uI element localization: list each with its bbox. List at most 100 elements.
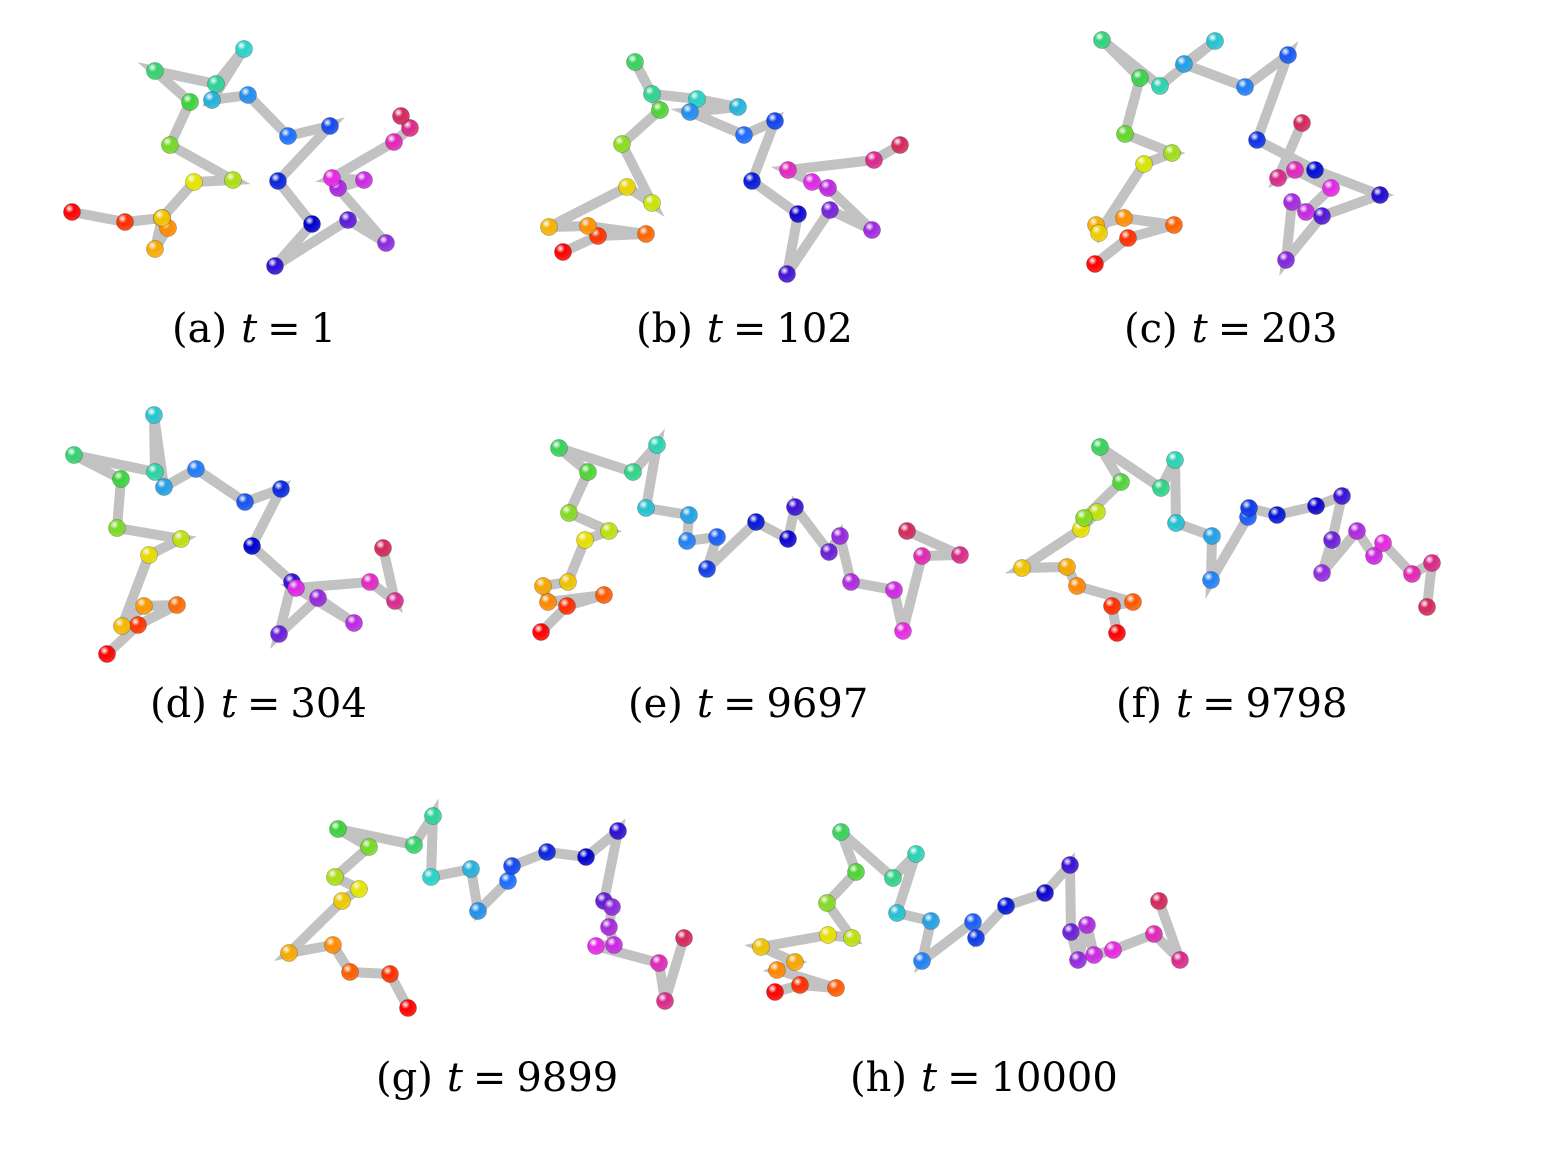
chain-bead [1403, 565, 1421, 583]
panel-a: (a) t = 1 [0, 0, 520, 370]
chain-bead [203, 91, 221, 109]
caption-equals: = [1202, 681, 1236, 727]
chain-bead [643, 85, 661, 103]
caption-equals: = [246, 681, 281, 727]
chain-bead [766, 983, 784, 1001]
chain-bead [1307, 497, 1325, 515]
caption-value: 9798 [1245, 681, 1348, 727]
chain-bead [399, 999, 417, 1017]
caption-variable: t [696, 681, 713, 727]
chain-bead [613, 135, 631, 153]
chain-bead [1103, 597, 1121, 615]
caption-variable: t [706, 306, 723, 352]
panel-d: (d) t = 304 [0, 0, 520, 740]
chain-bead [579, 217, 597, 235]
chain-bead [656, 992, 674, 1010]
chain-bead [832, 823, 850, 841]
chain-bead [1283, 193, 1301, 211]
chain-bead [161, 136, 179, 154]
caption-variable: t [220, 681, 237, 727]
chain-bead [235, 40, 253, 58]
chain-bead [1152, 479, 1170, 497]
chain-bead [1078, 916, 1096, 934]
caption-variable: t [446, 1055, 463, 1101]
chain-bead [863, 221, 881, 239]
chain-bead [503, 857, 521, 875]
chain-bead [729, 98, 747, 116]
chain-bead [1268, 506, 1286, 524]
chain-bead [1090, 224, 1108, 242]
chain-bead [888, 904, 906, 922]
chain-bead [538, 843, 556, 861]
chain-bead [997, 897, 1015, 915]
caption-value: 10000 [990, 1055, 1118, 1101]
chain-bead [324, 936, 342, 954]
chain-bead [1119, 229, 1137, 247]
panel-b: (b) t = 102 [0, 0, 1000, 370]
chain-bead [791, 976, 809, 994]
chain-bead [1269, 169, 1287, 187]
chain-bead [681, 103, 699, 121]
chain-bead [898, 522, 916, 540]
chain-bead [1058, 558, 1076, 576]
chain-bead [1091, 438, 1109, 456]
caption-value: 102 [776, 306, 853, 352]
chain-bead [1348, 522, 1366, 540]
chain-bead [309, 589, 327, 607]
chain-bead [609, 822, 627, 840]
chain-bead [884, 869, 902, 887]
chain-bead [469, 902, 487, 920]
chain-bead [269, 172, 287, 190]
chain-bead [113, 617, 131, 635]
chain-bead [831, 527, 849, 545]
chain-bead [539, 593, 557, 611]
chain-bead [637, 225, 655, 243]
chain-bead [913, 952, 931, 970]
chain-bead [821, 201, 839, 219]
chain-bead [1036, 884, 1054, 902]
chain-bead [385, 133, 403, 151]
chain-bead [894, 622, 912, 640]
chain-bead [847, 863, 865, 881]
chain-bead [1248, 131, 1266, 149]
chain-bead [279, 127, 297, 145]
chain-bead [287, 579, 305, 597]
caption-equals: = [267, 306, 301, 352]
chain-bead [422, 868, 440, 886]
panel-e: (e) t = 9697 [0, 0, 1000, 740]
chain-bead [865, 151, 883, 169]
chain-bead [140, 546, 158, 564]
chain-bead [842, 573, 860, 591]
caption-b: (b) t = 102 [636, 306, 853, 352]
chain-bead [424, 807, 442, 825]
chain-bead [116, 213, 134, 231]
chain-bead [559, 573, 577, 591]
chain-bead [270, 625, 288, 643]
chain-bead [1167, 514, 1185, 532]
chain-bead [550, 439, 568, 457]
chain-bead [907, 845, 925, 863]
chain-bead [345, 614, 363, 632]
chain-bead [1068, 577, 1086, 595]
panel-c: (c) t = 203 [0, 0, 1544, 370]
chain-bonds [67, 45, 417, 271]
chain-bead [1322, 179, 1340, 197]
chain-bead [618, 178, 636, 196]
chain-bead [374, 539, 392, 557]
chain-bead [648, 436, 666, 454]
caption-label: (c) [1124, 306, 1178, 352]
chain-bead [108, 519, 126, 537]
chain-bead [224, 171, 242, 189]
chain-bead [1085, 946, 1103, 964]
chain-bead [778, 265, 796, 283]
chain-bead [779, 161, 797, 179]
panel-g: (g) t = 9899 [0, 0, 760, 1120]
chain-bead [803, 173, 821, 191]
chain-bead [967, 929, 985, 947]
chain-bead [558, 597, 576, 615]
chain-bead [891, 136, 909, 154]
chain-bead [323, 169, 341, 187]
chain-bead [708, 528, 726, 546]
caption-h: (h) t = 10000 [850, 1055, 1118, 1101]
chain-bead [554, 243, 572, 261]
